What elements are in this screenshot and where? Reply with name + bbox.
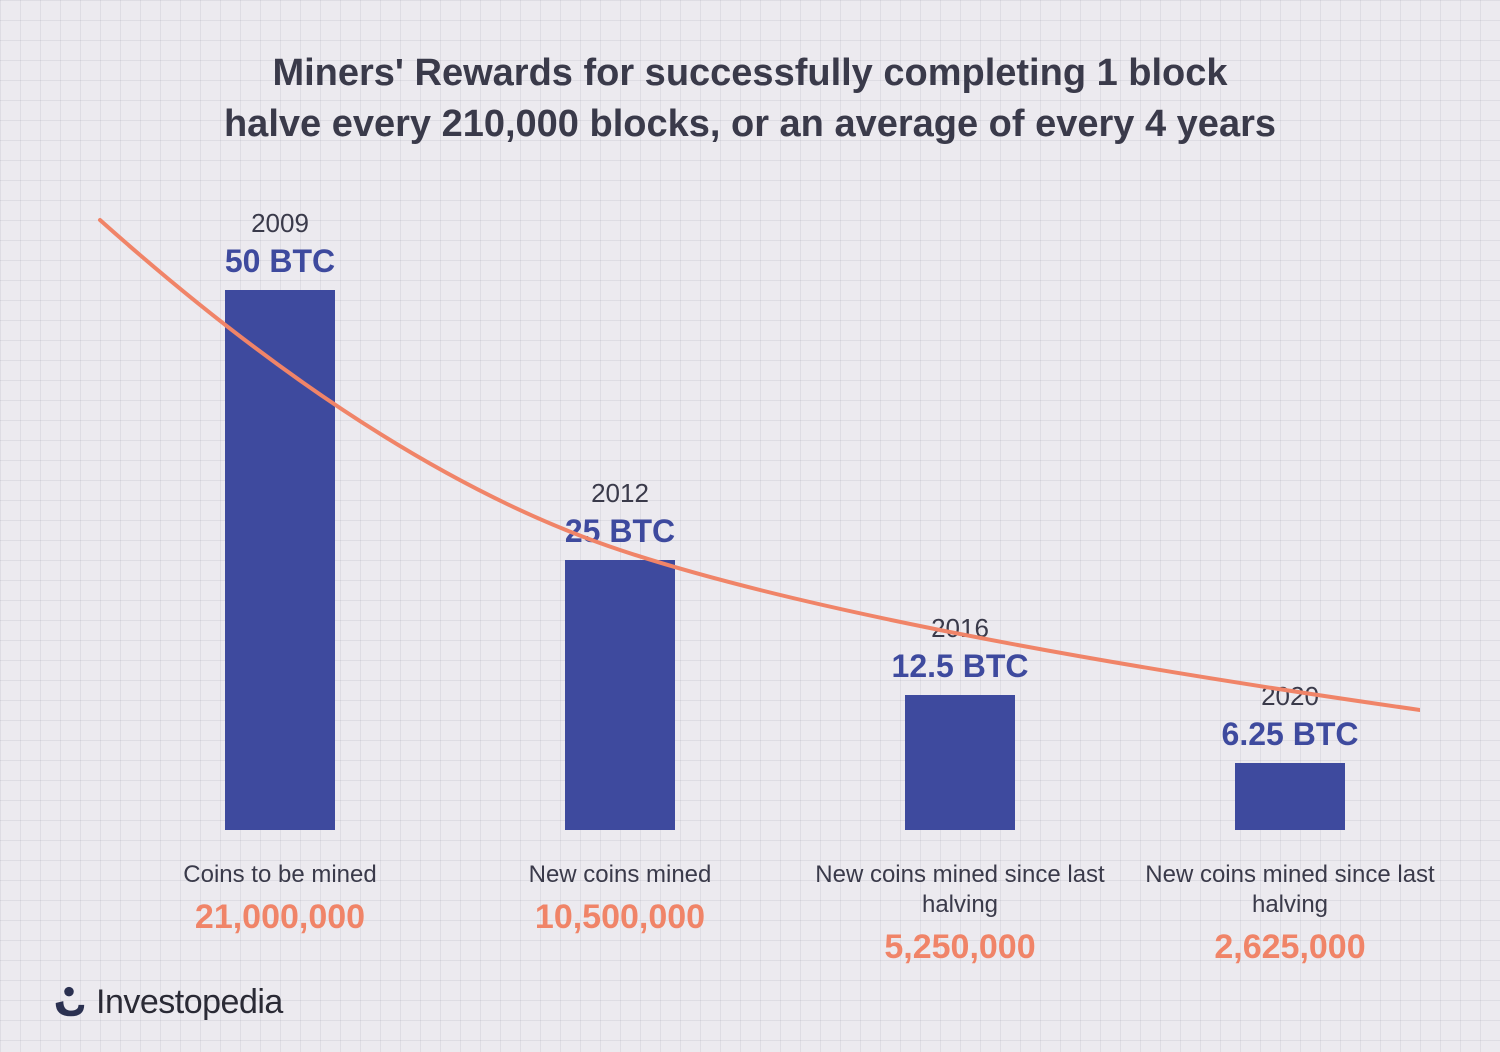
bar-rect xyxy=(905,695,1015,830)
chart-title: Miners' Rewards for successfully complet… xyxy=(0,48,1500,151)
chart-area: 200950 BTC201225 BTC201612.5 BTC20206.25… xyxy=(80,180,1420,830)
bar-btc-label: 12.5 BTC xyxy=(810,648,1110,685)
footer-value: 2,625,000 xyxy=(1140,928,1440,967)
bar-group-2012: 2012 25 BTC xyxy=(470,478,770,830)
footer-item: Coins to be mined 21,000,000 xyxy=(130,860,430,937)
bar-year-label: 2020 xyxy=(1140,681,1440,712)
footer-value: 21,000,000 xyxy=(130,898,430,937)
bar-year-label: 2012 xyxy=(470,478,770,509)
investopedia-logo: Investopedia xyxy=(50,983,283,1022)
title-line-1: Miners' Rewards for successfully complet… xyxy=(272,52,1227,94)
bar-btc-label: 25 BTC xyxy=(470,513,770,550)
logo-mark-icon xyxy=(50,984,88,1022)
footer-item: New coins mined since last halving 2,625,… xyxy=(1140,860,1440,967)
bar-group-2016: 2016 12.5 BTC xyxy=(810,613,1110,830)
bar-rect xyxy=(565,560,675,830)
bar-group-2020: 2020 6.25 BTC xyxy=(1140,681,1440,831)
footer-caption: New coins mined xyxy=(470,860,770,890)
bar-btc-label: 6.25 BTC xyxy=(1140,716,1440,753)
footer-value: 10,500,000 xyxy=(470,898,770,937)
bar-year-label: 2016 xyxy=(810,613,1110,644)
footer-item: New coins mined 10,500,000 xyxy=(470,860,770,937)
footer-caption: Coins to be mined xyxy=(130,860,430,890)
footer-caption: New coins mined since last halving xyxy=(810,860,1110,920)
bar-btc-label: 50 BTC xyxy=(130,243,430,280)
footer-caption: New coins mined since last halving xyxy=(1140,860,1440,920)
footer-value: 5,250,000 xyxy=(810,928,1110,967)
bar-year-label: 2009 xyxy=(130,208,430,239)
bar-group-2009: 2009 50 BTC xyxy=(130,208,430,830)
title-line-2: halve every 210,000 blocks, or an averag… xyxy=(224,103,1276,145)
footer-item: New coins mined since last halving 5,250,… xyxy=(810,860,1110,967)
bar-rect xyxy=(225,290,335,830)
bar-rect xyxy=(1235,763,1345,831)
logo-text: Investopedia xyxy=(96,983,283,1022)
